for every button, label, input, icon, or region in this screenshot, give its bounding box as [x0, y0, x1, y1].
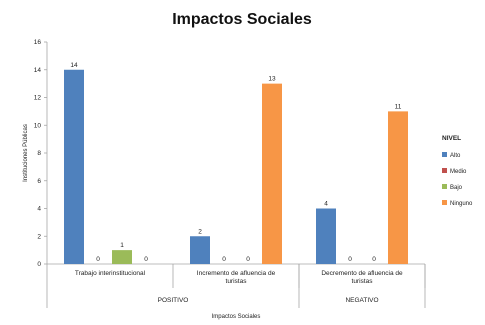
x-category-label: Decremento de afluencia de turistas: [321, 270, 403, 285]
x-category-label-line: Incremento de afluencia de: [197, 270, 276, 277]
data-label: 0: [372, 256, 376, 263]
data-label: 0: [144, 256, 148, 263]
bar-ninguno: [262, 83, 282, 264]
y-tick-label: 6: [37, 178, 41, 185]
bar-alto: [190, 236, 210, 264]
y-tick-label: 10: [34, 122, 42, 129]
data-label: 2: [198, 228, 202, 235]
data-label: 1: [120, 242, 124, 249]
y-tick-label: 8: [37, 150, 41, 157]
legend-swatch-bajo: [442, 184, 447, 189]
data-label: 0: [348, 256, 352, 263]
legend-swatch-ninguno: [442, 200, 447, 205]
data-label: 0: [246, 256, 250, 263]
x-category-label: Trabajo interinstitucional: [75, 270, 146, 277]
bar-ninguno: [388, 111, 408, 264]
legend-title: NIVEL: [442, 135, 461, 142]
y-tick-label: 0: [37, 261, 41, 268]
y-tick-label: 2: [37, 233, 41, 240]
legend: NIVEL Alto Medio Bajo Ninguno: [442, 135, 473, 207]
data-label: 0: [96, 256, 100, 263]
x-category-label-line: turistas: [226, 278, 248, 285]
y-tick-label: 16: [34, 39, 42, 46]
x-category-label-line: Trabajo interinstitucional: [75, 270, 146, 277]
data-label: 14: [70, 62, 78, 69]
x-category-label-line: turistas: [352, 278, 374, 285]
data-label: 4: [324, 201, 328, 208]
x-axis-title: Impactos Sociales: [212, 314, 261, 320]
y-tick-label: 12: [34, 95, 42, 102]
legend-swatch-medio: [442, 168, 447, 173]
legend-label-alto: Alto: [450, 153, 461, 159]
legend-label-ninguno: Ninguno: [450, 201, 473, 207]
legend-label-medio: Medio: [450, 169, 467, 175]
y-tick-label: 4: [37, 206, 41, 213]
bars: [64, 69, 408, 264]
data-labels: 14 0 1 0 2 0 0 13 4 0 0 11: [70, 62, 401, 263]
y-axis-title: Instituciones Públicas: [23, 124, 29, 182]
bar-bajo: [112, 250, 132, 264]
y-tick-label: 14: [34, 67, 42, 74]
bar-alto: [64, 69, 84, 264]
data-label: 13: [268, 76, 276, 83]
x-group-label: NEGATIVO: [345, 297, 378, 304]
data-label: 0: [222, 256, 226, 263]
chart-title: Impactos Sociales: [172, 11, 312, 28]
legend-swatch-alto: [442, 152, 447, 157]
bar-alto: [316, 208, 336, 264]
x-category-label-line: Decremento de afluencia de: [321, 270, 403, 277]
x-group-label: POSITIVO: [158, 297, 189, 304]
data-label: 11: [395, 103, 402, 110]
x-category-label: Incremento de afluencia de turistas: [197, 270, 276, 285]
legend-label-bajo: Bajo: [450, 185, 463, 191]
